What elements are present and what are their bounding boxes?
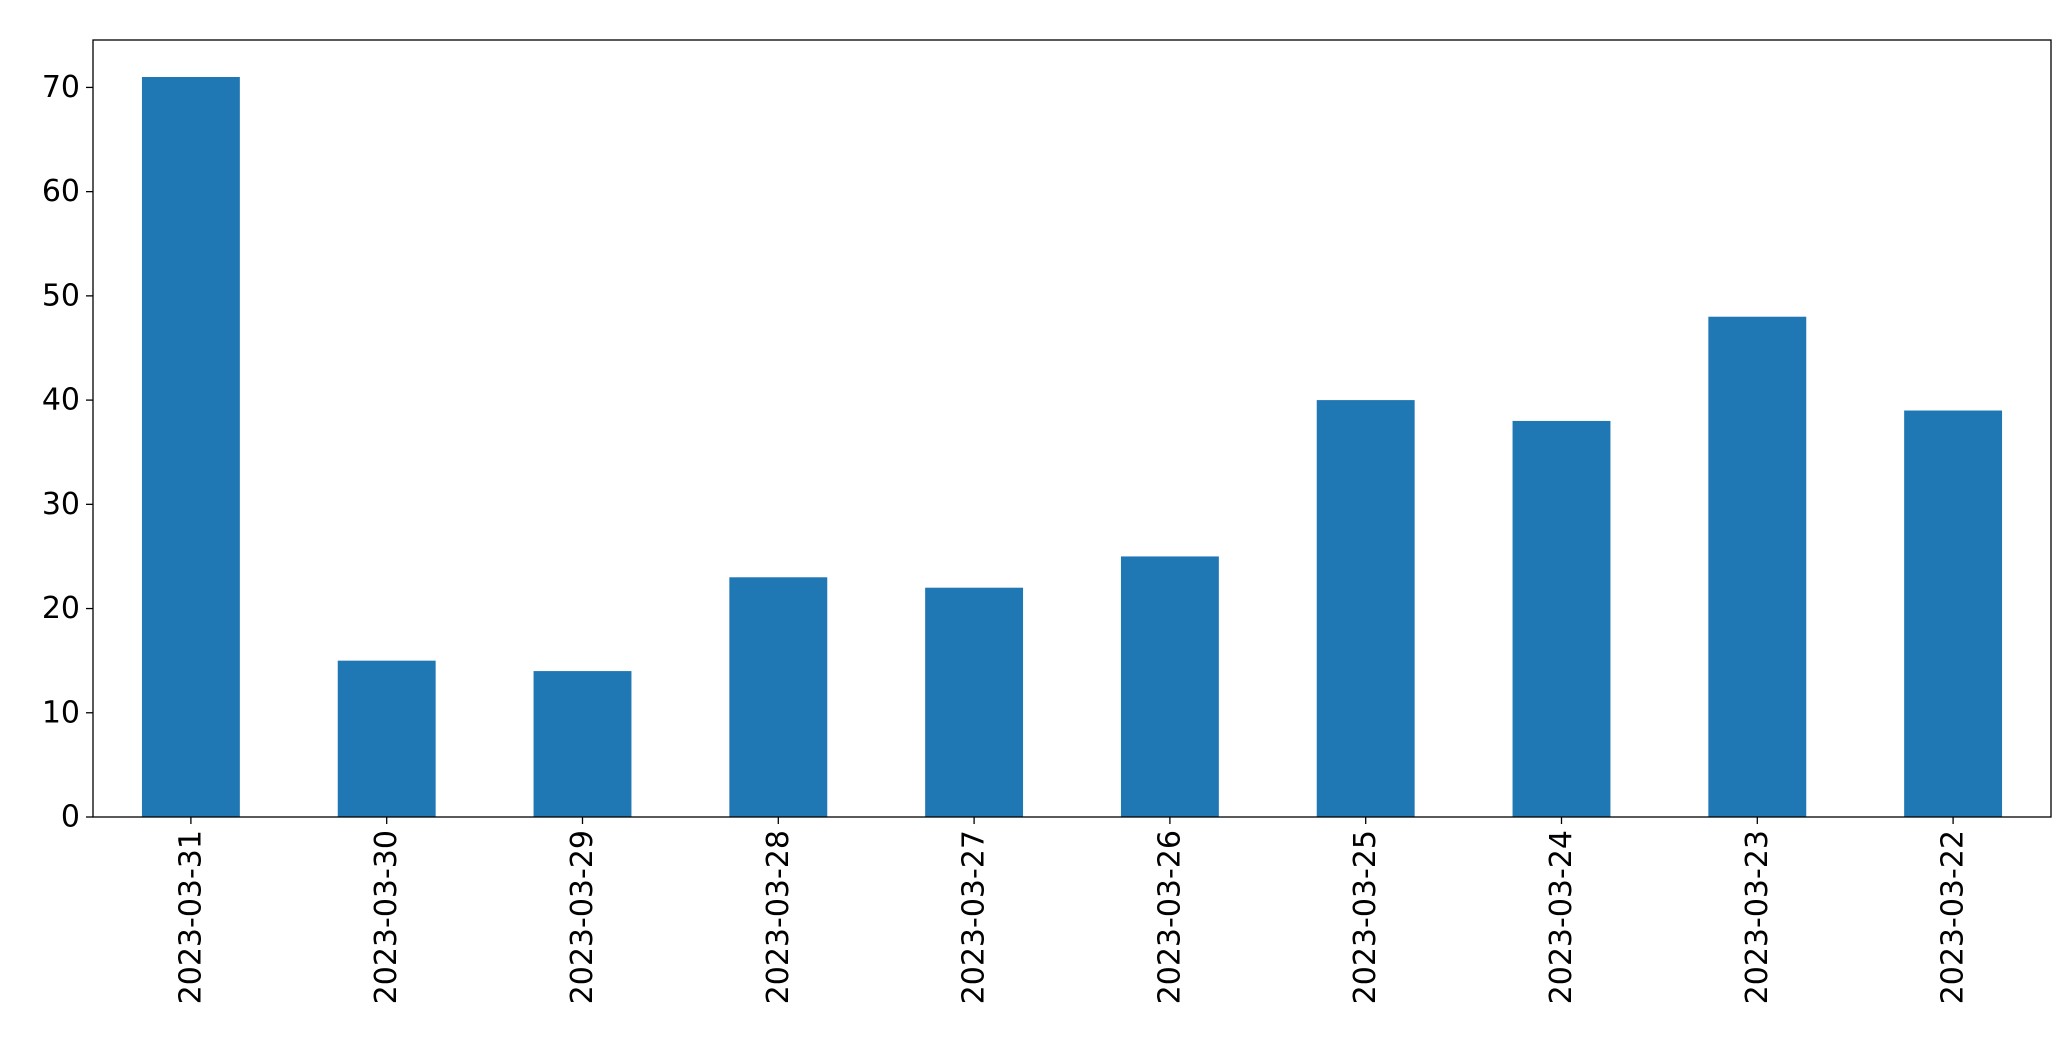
bar bbox=[141, 77, 240, 817]
x-tick-label: 2023-03-24 bbox=[1544, 830, 1579, 1004]
y-tick-label: 50 bbox=[42, 278, 80, 313]
y-tick-label: 60 bbox=[42, 174, 80, 209]
x-tick-label: 2023-03-22 bbox=[1936, 830, 1971, 1004]
y-tick-label: 20 bbox=[42, 591, 80, 626]
y-tick-label: 30 bbox=[42, 487, 80, 522]
bar bbox=[337, 660, 436, 817]
x-tick-label: 2023-03-29 bbox=[565, 830, 600, 1004]
x-tick-label: 2023-03-28 bbox=[761, 830, 796, 1004]
bar bbox=[1316, 400, 1415, 817]
x-tick-label: 2023-03-23 bbox=[1740, 830, 1775, 1004]
x-tick-label: 2023-03-25 bbox=[1348, 830, 1383, 1004]
bar bbox=[1120, 556, 1219, 817]
bar bbox=[1708, 316, 1807, 817]
bar bbox=[1512, 420, 1611, 817]
bar bbox=[729, 577, 828, 817]
x-tick-label: 2023-03-27 bbox=[957, 830, 992, 1004]
y-tick-label: 10 bbox=[42, 695, 80, 730]
x-tick-label: 2023-03-31 bbox=[173, 830, 208, 1004]
bar bbox=[533, 671, 632, 817]
bar bbox=[1904, 410, 2003, 817]
plot-frame bbox=[92, 39, 2052, 818]
y-tick-label: 40 bbox=[42, 383, 80, 418]
bar bbox=[925, 587, 1024, 817]
x-tick-label: 2023-03-30 bbox=[369, 830, 404, 1004]
y-tick-label: 0 bbox=[61, 800, 80, 835]
y-tick-label: 70 bbox=[42, 70, 80, 105]
x-tick-label: 2023-03-26 bbox=[1152, 830, 1187, 1004]
